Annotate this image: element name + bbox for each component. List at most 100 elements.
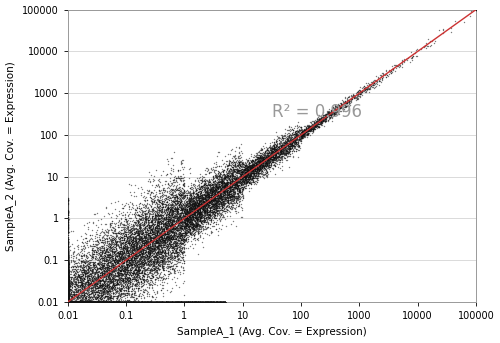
Point — [65, 299, 73, 305]
Point — [130, 245, 138, 251]
Point — [113, 233, 121, 238]
Point — [330, 104, 338, 109]
Point — [348, 96, 356, 102]
Point — [236, 186, 244, 192]
Point — [112, 288, 120, 294]
Point — [64, 280, 72, 285]
Point — [280, 135, 288, 141]
Point — [164, 299, 172, 305]
Point — [107, 245, 115, 251]
Point — [148, 221, 156, 227]
Point — [202, 299, 210, 305]
Point — [256, 166, 264, 172]
Point — [134, 228, 142, 234]
Point — [218, 183, 226, 188]
Point — [142, 237, 150, 243]
Point — [253, 151, 261, 156]
Point — [201, 217, 209, 223]
Point — [64, 297, 72, 303]
Point — [176, 204, 184, 210]
Point — [115, 282, 123, 288]
Point — [251, 168, 259, 174]
Point — [120, 299, 128, 305]
Point — [181, 221, 189, 227]
Point — [64, 299, 72, 305]
Point — [65, 299, 73, 305]
Point — [69, 299, 77, 305]
Point — [210, 202, 218, 208]
Point — [216, 188, 224, 193]
Point — [115, 299, 123, 305]
Point — [99, 299, 107, 305]
Point — [64, 299, 72, 305]
Point — [148, 282, 156, 287]
Point — [144, 210, 152, 215]
Point — [192, 225, 200, 231]
Point — [116, 256, 124, 262]
Point — [264, 155, 272, 160]
Point — [126, 262, 134, 268]
Point — [193, 216, 201, 222]
Point — [160, 237, 168, 243]
Point — [96, 262, 104, 267]
Point — [64, 299, 72, 305]
Point — [77, 299, 85, 305]
Point — [333, 104, 341, 109]
Point — [166, 256, 174, 262]
Point — [176, 205, 184, 211]
Point — [168, 235, 176, 241]
Point — [176, 299, 184, 305]
Point — [258, 161, 266, 166]
Point — [265, 150, 273, 155]
Point — [296, 131, 304, 137]
Point — [164, 158, 172, 164]
Point — [354, 91, 362, 96]
Point — [194, 299, 202, 305]
Point — [155, 299, 163, 305]
Point — [192, 191, 200, 197]
Point — [165, 212, 173, 218]
Point — [210, 200, 218, 206]
Point — [64, 299, 72, 305]
Point — [281, 151, 289, 157]
Point — [100, 258, 108, 264]
Point — [218, 196, 226, 202]
Point — [222, 189, 230, 195]
Point — [64, 299, 72, 305]
Point — [123, 264, 131, 270]
Point — [207, 197, 215, 203]
Point — [64, 299, 72, 305]
Point — [64, 299, 72, 305]
Point — [183, 213, 191, 219]
Point — [259, 160, 267, 165]
Point — [209, 193, 217, 199]
Point — [116, 241, 124, 247]
Point — [184, 299, 192, 305]
Point — [64, 282, 72, 287]
Point — [64, 230, 72, 236]
Point — [66, 290, 74, 295]
Point — [153, 244, 161, 249]
Point — [156, 199, 164, 205]
Point — [185, 206, 193, 212]
Point — [120, 299, 128, 305]
Point — [318, 117, 326, 123]
Point — [260, 155, 268, 161]
Point — [143, 299, 151, 305]
Point — [126, 299, 134, 305]
Point — [111, 239, 119, 245]
Point — [64, 299, 72, 305]
Point — [168, 299, 176, 305]
Point — [282, 151, 290, 156]
Point — [206, 206, 214, 212]
Point — [112, 286, 120, 292]
Point — [264, 159, 272, 164]
Point — [64, 299, 72, 305]
Point — [80, 290, 88, 296]
Point — [68, 299, 76, 305]
Point — [256, 165, 264, 170]
Point — [188, 299, 196, 305]
Point — [199, 208, 207, 213]
Point — [237, 194, 245, 200]
Point — [200, 219, 208, 225]
